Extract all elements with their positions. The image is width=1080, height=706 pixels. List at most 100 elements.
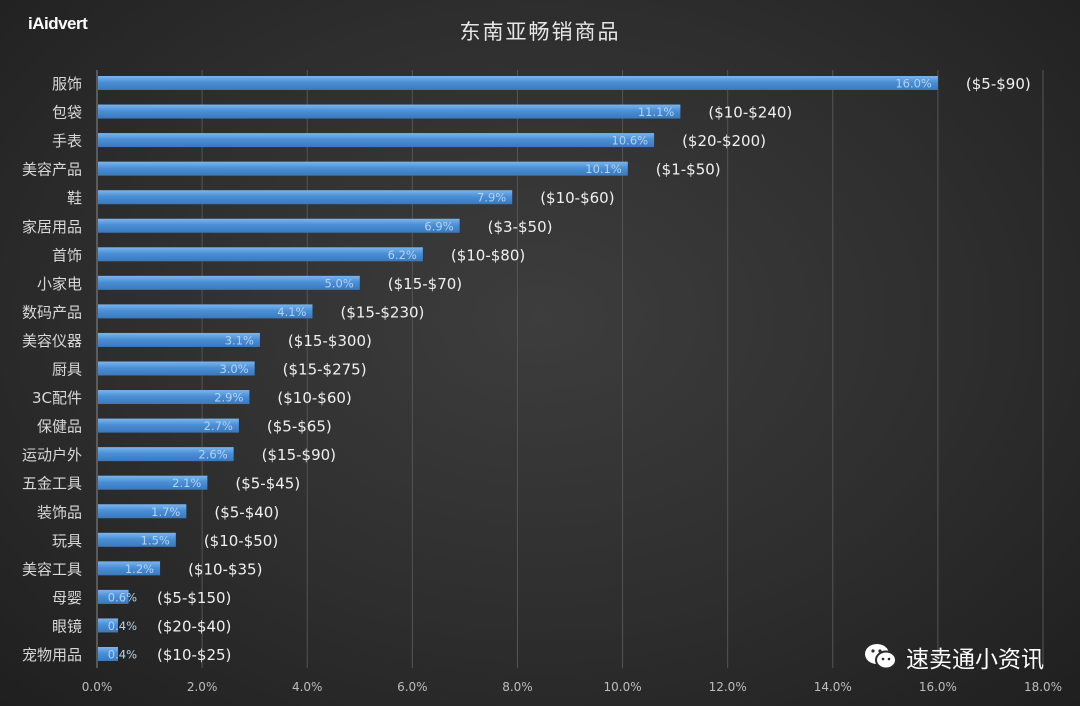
value-label: 1.2% xyxy=(125,562,154,576)
bar xyxy=(98,247,423,262)
aidvert-logo: iAidvert xyxy=(28,14,88,33)
watermark-text: 速卖通小资讯 xyxy=(906,647,1044,673)
watermark: 速卖通小资讯 xyxy=(864,640,1044,674)
price-range-label: ($10-$60) xyxy=(540,189,614,207)
value-label: 2.1% xyxy=(172,476,201,490)
bar xyxy=(98,133,655,148)
category-label: 五金工具 xyxy=(22,475,82,493)
bar xyxy=(98,647,119,661)
price-range-label: ($15-$275) xyxy=(283,361,367,379)
price-range-label: ($15-$90) xyxy=(262,446,336,464)
price-range-label: ($5-$40) xyxy=(214,503,279,521)
x-tick-label: 4.0% xyxy=(292,680,323,694)
category-label: 鞋 xyxy=(67,189,82,207)
value-label: 4.1% xyxy=(277,305,306,319)
value-label: 11.1% xyxy=(638,105,675,119)
bar xyxy=(98,218,460,233)
bar xyxy=(98,504,187,519)
category-label: 玩具 xyxy=(52,532,82,550)
value-label: 0.4% xyxy=(108,648,137,662)
price-range-label: ($10-$60) xyxy=(277,389,351,407)
bar xyxy=(98,475,208,490)
category-label: 包袋 xyxy=(52,104,82,122)
value-label: 10.6% xyxy=(612,134,649,148)
category-label: 3C配件 xyxy=(32,389,82,407)
category-label: 运动户外 xyxy=(22,446,82,464)
bar xyxy=(98,561,161,576)
bar xyxy=(98,618,119,633)
value-label: 0.6% xyxy=(108,590,137,604)
bar xyxy=(98,190,513,205)
x-tick-label: 2.0% xyxy=(187,680,218,694)
category-label: 首饰 xyxy=(52,246,82,264)
price-range-label: ($3-$50) xyxy=(488,218,553,236)
category-label: 母婴 xyxy=(52,589,82,607)
bar xyxy=(98,161,628,176)
category-label: 服饰 xyxy=(52,75,82,93)
bar xyxy=(98,447,234,462)
category-label: 装饰品 xyxy=(37,503,82,521)
price-range-label: ($10-$35) xyxy=(188,560,262,578)
price-range-label: ($20-$200) xyxy=(682,132,766,150)
value-label: 3.1% xyxy=(225,333,254,347)
x-tick-label: 16.0% xyxy=(919,680,957,694)
value-label: 10.1% xyxy=(585,162,622,176)
x-tick-label: 6.0% xyxy=(397,680,428,694)
category-label: 小家电 xyxy=(37,275,82,293)
bar xyxy=(98,361,255,376)
value-label: 2.7% xyxy=(204,419,233,433)
wechat-icon xyxy=(865,644,897,670)
x-tick-label: 18.0% xyxy=(1024,680,1062,694)
x-tick-label: 8.0% xyxy=(502,680,533,694)
price-range-label: ($10-$80) xyxy=(451,246,525,264)
bar xyxy=(98,418,239,433)
bar xyxy=(98,304,313,319)
category-label: 宠物用品 xyxy=(22,646,82,664)
price-range-label: ($15-$300) xyxy=(288,332,372,350)
price-range-label: ($15-$70) xyxy=(388,275,462,293)
value-label: 3.0% xyxy=(219,362,248,376)
value-label: 6.2% xyxy=(388,248,417,262)
bar xyxy=(98,390,250,405)
price-range-label: ($20-$40) xyxy=(157,617,231,635)
category-label: 美容仪器 xyxy=(22,332,82,350)
x-tick-label: 0.0% xyxy=(82,680,113,694)
bar xyxy=(98,275,360,290)
bar xyxy=(98,532,176,547)
price-range-label: ($5-$65) xyxy=(267,418,332,436)
category-label: 保健品 xyxy=(37,418,82,436)
price-range-label: ($10-$240) xyxy=(708,104,792,122)
bar xyxy=(98,76,938,90)
value-label: 2.6% xyxy=(198,448,227,462)
category-label: 美容工具 xyxy=(22,560,82,578)
bar xyxy=(98,332,260,347)
value-label: 0.4% xyxy=(108,619,137,633)
category-label: 厨具 xyxy=(52,361,82,379)
price-range-label: ($15-$230) xyxy=(340,303,424,321)
category-label: 美容产品 xyxy=(22,161,82,179)
category-label: 家居用品 xyxy=(22,218,82,236)
value-label: 16.0% xyxy=(895,77,932,91)
price-range-label: ($10-$50) xyxy=(204,532,278,550)
price-range-label: ($5-$45) xyxy=(235,475,300,493)
x-tick-label: 14.0% xyxy=(814,680,852,694)
value-label: 7.9% xyxy=(477,191,506,205)
value-label: 1.5% xyxy=(141,533,170,547)
category-label: 数码产品 xyxy=(22,303,82,321)
value-label: 2.9% xyxy=(214,391,243,405)
chart-title: 东南亚畅销商品 xyxy=(459,20,621,44)
x-tick-label: 12.0% xyxy=(709,680,747,694)
price-range-label: ($5-$90) xyxy=(966,75,1031,93)
bar xyxy=(98,104,681,119)
price-range-label: ($5-$150) xyxy=(157,589,231,607)
category-label: 手表 xyxy=(52,132,82,150)
value-label: 5.0% xyxy=(325,276,354,290)
category-label: 眼镜 xyxy=(52,617,82,635)
bar xyxy=(98,589,129,604)
value-label: 6.9% xyxy=(424,219,453,233)
price-range-label: ($10-$25) xyxy=(157,646,231,664)
x-tick-label: 10.0% xyxy=(603,680,641,694)
value-label: 1.7% xyxy=(151,505,180,519)
price-range-label: ($1-$50) xyxy=(656,161,721,179)
